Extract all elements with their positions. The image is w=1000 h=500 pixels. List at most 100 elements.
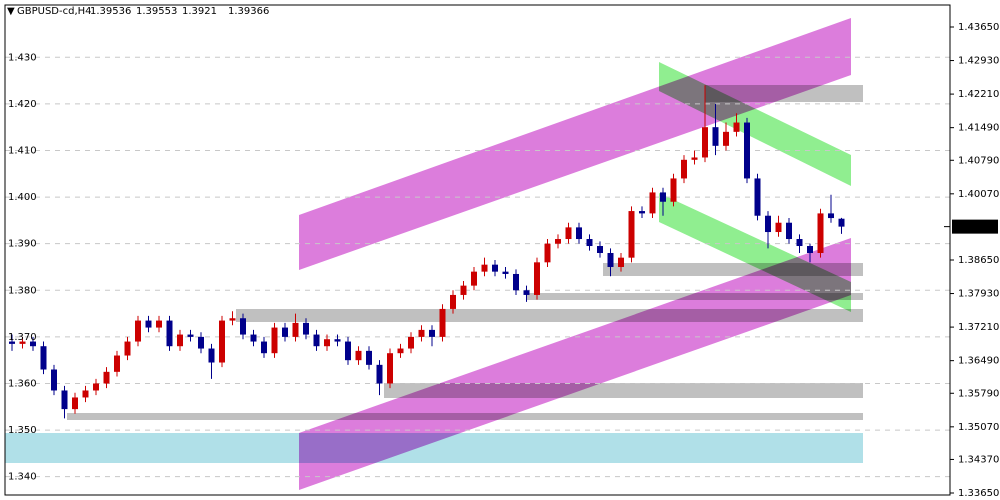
candle-body bbox=[534, 262, 540, 295]
candle-body bbox=[292, 322, 299, 337]
y2-tick-label: 1.36490 bbox=[958, 356, 999, 367]
candle-body bbox=[597, 246, 603, 254]
y-tick-label: 1.360 bbox=[8, 378, 37, 389]
symbol: GBPUSD-cd,H4 bbox=[17, 6, 92, 17]
y2-tick-label: 1.43650 bbox=[958, 22, 999, 33]
y2-tick-label: 1.38650 bbox=[958, 255, 999, 266]
candle-body bbox=[618, 257, 624, 267]
candle-body bbox=[345, 341, 351, 361]
candle-body bbox=[103, 371, 110, 384]
candle-body bbox=[807, 246, 813, 254]
y2-tick-label: 1.40070 bbox=[958, 189, 999, 200]
magenta-channel bbox=[299, 18, 851, 270]
y-tick-label: 1.380 bbox=[8, 285, 37, 296]
candle-body bbox=[303, 322, 309, 335]
y-tick-label: 1.410 bbox=[8, 145, 37, 156]
candle-body bbox=[250, 334, 257, 342]
candle-body bbox=[492, 264, 498, 272]
candle-body bbox=[828, 213, 834, 219]
candle-body bbox=[450, 294, 456, 309]
candle-body bbox=[502, 271, 509, 274]
candle-body bbox=[796, 239, 803, 247]
header: ▼ GBPUSD-cd,H4 1.39536 1.39553 1.3921 1.… bbox=[7, 6, 269, 17]
candle-body bbox=[544, 243, 551, 263]
header-high: 1.39553 bbox=[136, 6, 177, 17]
candle-body bbox=[40, 346, 47, 370]
candle-body bbox=[702, 127, 708, 158]
y-tick-label: 1.400 bbox=[8, 192, 37, 203]
y2-tick-label: 1.35070 bbox=[958, 422, 999, 433]
candle-body bbox=[649, 192, 656, 214]
candle-body bbox=[765, 215, 771, 233]
y2-tick-label: 1.35790 bbox=[958, 388, 999, 399]
y-tick-label: 1.350 bbox=[8, 425, 37, 436]
candle-body bbox=[124, 341, 131, 356]
candle-body bbox=[240, 318, 246, 335]
candle-body bbox=[754, 178, 761, 216]
candle-body bbox=[30, 341, 36, 347]
candle-body bbox=[471, 271, 477, 286]
y2-tick-label: 1.37930 bbox=[958, 289, 999, 300]
price-label-box bbox=[952, 219, 998, 234]
candle-body bbox=[628, 211, 635, 258]
magenta-channel bbox=[299, 238, 851, 490]
y2-tick-label: 1.41490 bbox=[958, 123, 999, 134]
candle-body bbox=[61, 390, 68, 410]
candle-body bbox=[408, 336, 414, 349]
candle-body bbox=[376, 364, 383, 384]
candle-body bbox=[156, 320, 162, 328]
candle-body bbox=[313, 334, 320, 347]
candle-body bbox=[670, 178, 677, 202]
candle-body bbox=[198, 336, 204, 349]
candle-body bbox=[565, 227, 572, 240]
grid bbox=[5, 56, 950, 478]
y2-tick-label: 1.42210 bbox=[958, 89, 999, 100]
candle-body bbox=[712, 127, 719, 146]
candle-body bbox=[166, 320, 173, 347]
y-tick-label: 1.430 bbox=[8, 52, 37, 63]
price-label: 1.39366 bbox=[956, 222, 997, 233]
drawn-zones bbox=[5, 18, 863, 490]
candle-body bbox=[355, 350, 362, 361]
candle-body bbox=[744, 122, 750, 179]
candle-body bbox=[733, 122, 740, 132]
candle-body bbox=[723, 131, 729, 146]
candle-body bbox=[187, 334, 194, 337]
candle-body bbox=[576, 227, 582, 240]
y-tick-label: 1.420 bbox=[8, 99, 37, 110]
candle-body bbox=[586, 239, 593, 247]
candle-body bbox=[72, 397, 78, 410]
header-low: 1.3921 bbox=[182, 6, 217, 17]
candle-body bbox=[681, 159, 687, 179]
candle-body bbox=[324, 339, 330, 347]
candle-body bbox=[660, 192, 666, 202]
candle-body bbox=[93, 383, 99, 391]
candle-body bbox=[51, 369, 57, 391]
candle-body bbox=[387, 353, 393, 384]
candle-body bbox=[397, 348, 404, 354]
y2-tick-label: 1.37210 bbox=[958, 322, 999, 333]
candle-body bbox=[513, 273, 519, 291]
candle-body bbox=[19, 341, 26, 344]
candle-body bbox=[271, 327, 278, 354]
y2-tick-label: 1.34370 bbox=[958, 454, 999, 465]
candle-body bbox=[145, 320, 152, 328]
candle-body bbox=[282, 327, 288, 337]
candle-body bbox=[366, 350, 372, 365]
candle-body bbox=[82, 390, 89, 398]
candle-body bbox=[135, 320, 141, 342]
candle-body bbox=[555, 239, 561, 244]
y-tick-label: 1.340 bbox=[8, 472, 37, 483]
candle-body bbox=[418, 329, 425, 337]
candle-body bbox=[9, 341, 15, 344]
header-open: 1.39536 bbox=[90, 6, 131, 17]
candle-body bbox=[639, 211, 645, 214]
candle-body bbox=[460, 285, 467, 295]
candle-body bbox=[817, 213, 824, 254]
header-close: 1.39366 bbox=[228, 6, 269, 17]
y2-tick-label: 1.42930 bbox=[958, 56, 999, 67]
candles bbox=[9, 85, 845, 419]
candle-body bbox=[229, 318, 236, 321]
y-tick-label: 1.390 bbox=[8, 239, 37, 250]
